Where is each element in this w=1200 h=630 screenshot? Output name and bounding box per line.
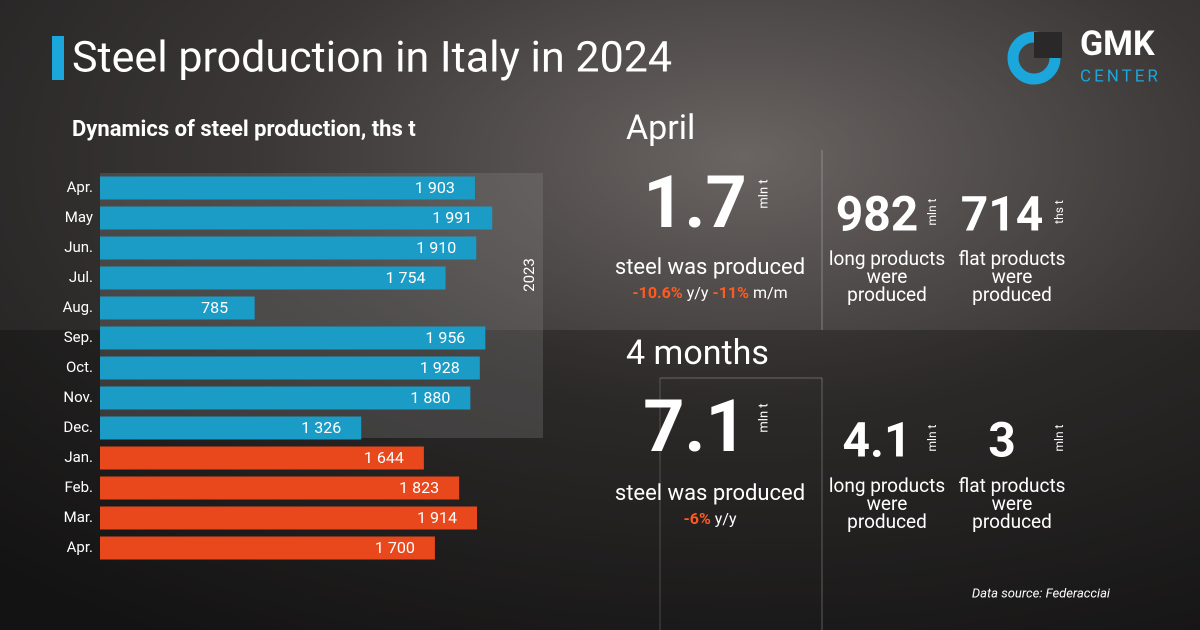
- category-label: Jul.: [69, 268, 93, 286]
- long-unit: mln t: [925, 424, 939, 451]
- source: Data source: Federacciai: [972, 586, 1111, 601]
- category-label: May: [65, 208, 93, 226]
- title: Steel production in Italy in 2024: [72, 32, 672, 82]
- long-caption: produced: [847, 510, 927, 533]
- bar: [100, 386, 471, 410]
- bar: [100, 176, 475, 200]
- flat-value: 714: [961, 186, 1044, 243]
- long-caption: long products: [829, 474, 945, 497]
- bar: [100, 236, 477, 260]
- block-heading: 4 months: [626, 333, 769, 373]
- logo-name: GMK: [1080, 24, 1155, 64]
- long-caption: were: [867, 265, 908, 288]
- flat-caption: were: [992, 265, 1033, 288]
- flat-caption: were: [992, 492, 1033, 515]
- change-value: -6%: [683, 509, 710, 528]
- flat-unit: mln t: [1052, 424, 1066, 451]
- value-label: 1 880: [410, 388, 450, 407]
- value-label: 1 903: [415, 178, 455, 197]
- bar: [100, 296, 255, 320]
- value-label: 785: [201, 298, 228, 317]
- value-label: 1 991: [432, 208, 472, 227]
- flat-caption: produced: [972, 283, 1052, 306]
- long-caption: long products: [829, 247, 945, 270]
- long-value: 982: [836, 186, 919, 243]
- long-caption: were: [867, 492, 908, 515]
- bar: [100, 356, 480, 380]
- value-label: 1 910: [416, 238, 456, 257]
- category-label: Dec.: [63, 418, 93, 436]
- category-label: Sep.: [64, 328, 93, 346]
- category-label: Aug.: [63, 298, 93, 316]
- changes: -6% y/y: [683, 509, 736, 528]
- bar: [100, 206, 493, 230]
- bar: [100, 446, 424, 470]
- change-value: -10.6%: [632, 283, 682, 302]
- main-unit: mln t: [756, 403, 771, 432]
- category-label: Jun.: [64, 238, 93, 256]
- long-value: 4.1: [843, 412, 912, 469]
- category-label: Nov.: [63, 388, 93, 406]
- changes: -10.6% y/y -11% m/m: [632, 283, 787, 302]
- value-label: 1 754: [386, 268, 426, 287]
- title-accent: [52, 36, 64, 80]
- category-label: Apr.: [67, 538, 93, 556]
- value-label: 1 326: [301, 418, 341, 437]
- change-label: m/m: [753, 283, 788, 302]
- change-label: y/y: [715, 509, 737, 528]
- bar: [100, 536, 435, 560]
- change-label: y/y: [687, 283, 709, 302]
- main-caption: steel was produced: [615, 255, 805, 280]
- main-value: 1.7: [643, 160, 747, 245]
- logo-cut: [1034, 32, 1062, 58]
- value-label: 1 823: [399, 478, 439, 497]
- category-label: Feb.: [65, 478, 93, 496]
- logo: GMK CENTER: [1007, 24, 1161, 86]
- main-value: 7.1: [643, 384, 747, 469]
- bar: [100, 326, 486, 350]
- bar: [100, 266, 446, 290]
- value-label: 1 644: [364, 448, 404, 467]
- flat-caption: flat products: [959, 247, 1066, 270]
- flat-caption: produced: [972, 510, 1052, 533]
- category-label: Jan.: [64, 448, 93, 466]
- flat-unit: ths t: [1052, 200, 1066, 224]
- band-label: 2023: [520, 258, 538, 292]
- category-label: Mar.: [64, 508, 93, 526]
- main-caption: steel was produced: [615, 481, 805, 506]
- main-unit: mln t: [756, 179, 771, 208]
- value-label: 1 928: [420, 358, 460, 377]
- change-value: -11%: [712, 283, 749, 302]
- flat-caption: flat products: [959, 474, 1066, 497]
- bar: [100, 476, 460, 500]
- value-label: 1 914: [417, 508, 457, 527]
- logo-sub: CENTER: [1080, 66, 1161, 86]
- long-caption: produced: [847, 283, 927, 306]
- flat-value: 3: [988, 412, 1016, 469]
- category-label: Oct.: [66, 358, 93, 376]
- bar: [100, 506, 478, 530]
- value-label: 1 956: [425, 328, 465, 347]
- category-label: Apr.: [67, 178, 93, 196]
- bar: [100, 416, 362, 440]
- long-unit: mln t: [925, 198, 939, 225]
- block-heading: April: [626, 108, 695, 148]
- value-label: 1 700: [375, 538, 415, 557]
- chart-title: Dynamics of steel production, ths t: [72, 117, 416, 142]
